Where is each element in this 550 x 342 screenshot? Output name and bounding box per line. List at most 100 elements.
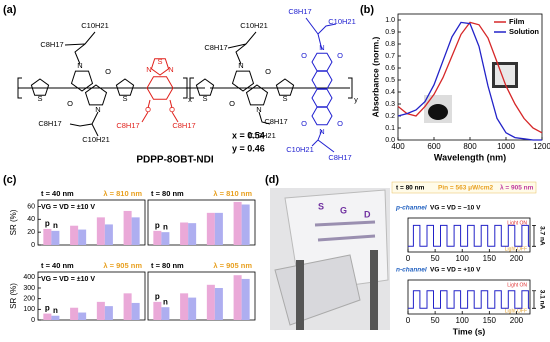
atom-label: O	[105, 67, 111, 76]
y-tick-label: 0.2	[385, 113, 395, 120]
panel-title: t = 80 nm	[151, 261, 184, 270]
ring	[311, 88, 333, 108]
atom-label: C8H17	[328, 153, 351, 162]
electrode-label: G	[340, 205, 347, 215]
atom-label: C10H21	[81, 21, 109, 30]
ring	[30, 78, 50, 96]
light-label: Light ON	[507, 220, 527, 226]
bond	[64, 43, 86, 46]
bar	[51, 315, 60, 320]
bond	[171, 111, 179, 123]
atom-label: O	[301, 51, 307, 60]
scale-bar	[532, 290, 536, 309]
series-label: n	[53, 306, 58, 315]
bar	[214, 288, 223, 320]
atom-label: C8H17	[40, 40, 63, 49]
atom-label: O	[337, 51, 343, 60]
y-tick-label: 100	[23, 306, 35, 313]
ring	[70, 70, 94, 92]
bias-annotation: VG = VD = ±10 V	[41, 204, 95, 211]
atom-label: C10H21	[286, 145, 314, 154]
bond	[258, 111, 271, 125]
atom-label: N	[319, 43, 324, 52]
x-tick-label: 150	[483, 316, 497, 325]
x-tick-label: 50	[431, 254, 440, 263]
x-tick-label: 400	[391, 142, 405, 151]
x-tick-label: 1200	[533, 142, 550, 151]
ring	[195, 78, 215, 96]
legend-label: Solution	[509, 27, 539, 36]
atom-label: C8H17	[38, 119, 61, 128]
bar	[96, 217, 105, 245]
channel-label: n-channel	[396, 267, 427, 274]
y-tick-label: 200	[23, 296, 35, 303]
inset-photo	[428, 104, 448, 120]
x-tick-label: 100	[456, 316, 470, 325]
atom-label: C10H21	[328, 17, 356, 26]
data-line	[397, 21, 543, 134]
x-tick-label: 150	[483, 254, 497, 263]
x-axis-label: Wavelength (nm)	[434, 152, 506, 162]
bar	[153, 301, 162, 320]
bar	[70, 307, 79, 320]
bias-annotation: VG = VD = ±10 V	[41, 276, 95, 283]
panel-subtitle: λ = 810 nm	[213, 189, 252, 198]
bar	[214, 212, 223, 245]
panel-label: (c)	[3, 174, 17, 186]
plot-frame	[147, 271, 256, 321]
light-label: Light OFF	[505, 246, 527, 252]
bar	[78, 312, 87, 320]
atom-label: O	[169, 105, 175, 114]
y-axis-label: SR (%)	[9, 283, 18, 309]
bond	[235, 31, 257, 65]
composition: x = 0.54	[232, 130, 265, 140]
y-tick-label: 0.5	[385, 77, 395, 84]
scale-bar-label: 3.1 nA	[538, 290, 545, 310]
bar	[161, 232, 170, 245]
electrode-label: D	[364, 209, 371, 219]
legend-label: Film	[509, 17, 525, 26]
x-tick-label: 100	[456, 254, 470, 263]
electrode-label: S	[318, 201, 324, 211]
bond	[69, 111, 99, 127]
atom-label: S	[37, 94, 42, 103]
polymer-name: PDPP-8OBT-NDI	[136, 155, 213, 166]
bar	[180, 293, 189, 320]
y-tick-label: 0.0	[385, 137, 395, 144]
atom-label: N	[256, 105, 261, 114]
bond	[17, 77, 22, 99]
x-tick-label: 0	[406, 316, 411, 325]
bar	[206, 284, 215, 320]
atom-label: N	[319, 127, 324, 136]
atom-label: S	[122, 94, 127, 103]
atom-label: S	[282, 94, 287, 103]
panel-title: t = 40 nm	[41, 261, 74, 270]
panel-label: (b)	[360, 4, 374, 16]
bond	[348, 77, 353, 99]
bar	[78, 229, 87, 245]
data-line	[397, 21, 542, 141]
bar	[131, 302, 140, 320]
bond	[189, 77, 194, 99]
atom-label: C8H17	[116, 121, 139, 130]
bar	[131, 217, 140, 245]
atom-label: O	[301, 119, 307, 128]
atom-label: N	[168, 65, 173, 74]
y-axis-label: Absorbance (norm.)	[370, 36, 380, 117]
y-tick-label: 40	[27, 216, 35, 223]
atom-label: C8H17	[288, 7, 311, 16]
bar	[43, 313, 52, 320]
y-tick-label: 0	[31, 242, 35, 249]
x-tick-label: 600	[427, 142, 441, 151]
ring	[311, 106, 333, 126]
ring	[150, 58, 170, 76]
x-axis-label: Time (s)	[453, 326, 486, 336]
series-label: p	[45, 219, 50, 228]
bond	[305, 17, 319, 35]
ring	[115, 78, 135, 96]
panel-subtitle: λ = 905 nm	[213, 261, 252, 270]
bond	[91, 123, 99, 137]
atom-label: O	[265, 67, 271, 76]
atom-label: C8H17	[204, 43, 227, 52]
